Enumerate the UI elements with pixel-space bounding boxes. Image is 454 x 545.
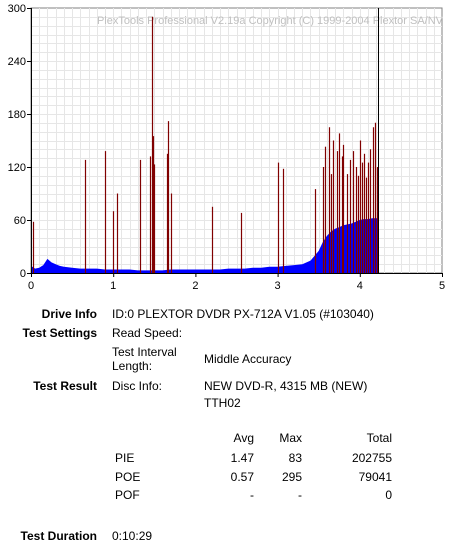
- drive-info-value: ID:0 PLEXTOR DVDR PX-712A V1.05 (#103040…: [112, 307, 374, 321]
- plot-area: [30, 7, 443, 274]
- row-poe-avg: 0.57: [230, 470, 254, 484]
- chart-watermark: PlexTools Professional V2.19a Copyright …: [97, 15, 444, 27]
- x-tick-label: 3: [275, 280, 281, 292]
- test-interval-label-line1: Test Interval: [112, 345, 177, 359]
- col-header-total: Total: [366, 431, 392, 445]
- test-interval-label-line2: Length:: [112, 359, 153, 373]
- test-duration-value: 0:10:29: [112, 529, 153, 543]
- row-pof-avg: -: [250, 488, 254, 502]
- col-header-avg: Avg: [233, 431, 254, 445]
- chart: PlexTools Professional V2.19a Copyright …: [8, 3, 445, 292]
- disc-info-label: Disc Info:: [112, 379, 163, 393]
- test-interval-value: Middle Accuracy: [204, 352, 292, 366]
- y-tick-label: 240: [8, 56, 26, 68]
- row-name-pof: POF: [115, 488, 140, 502]
- y-tick-label: 180: [8, 109, 26, 121]
- row-poe-total: 79041: [358, 470, 392, 484]
- disc-info-value: NEW DVD-R, 4315 MB (NEW): [204, 379, 368, 393]
- x-tick-label: 0: [28, 280, 34, 292]
- chart-axes: 0 60 120 180 240 300 0 1 2 3 4 5: [8, 3, 445, 292]
- x-tick-label: 5: [439, 280, 445, 292]
- row-pie-avg: 1.47: [230, 451, 254, 465]
- drive-info-label: Drive Info: [41, 307, 97, 321]
- x-tick-label: 4: [357, 280, 363, 292]
- x-tick-label: 1: [110, 280, 116, 292]
- y-tick-label: 60: [14, 215, 26, 227]
- row-pie-total: 202755: [351, 451, 392, 465]
- row-pie-max: 83: [288, 451, 302, 465]
- chart-series: [31, 16, 379, 273]
- row-name-poe: POE: [115, 470, 141, 484]
- y-tick-label: 0: [20, 268, 26, 280]
- disc-info-code: TTH02: [204, 396, 241, 410]
- test-settings-label: Test Settings: [22, 326, 97, 340]
- row-name-pie: PIE: [115, 451, 135, 465]
- read-speed-label: Read Speed:: [112, 326, 183, 340]
- x-tick-label: 2: [192, 280, 198, 292]
- y-tick-label: 120: [8, 162, 26, 174]
- test-duration-label: Test Duration: [20, 529, 97, 543]
- row-pof-max: -: [298, 488, 302, 502]
- y-tick-label: 300: [8, 3, 26, 15]
- row-poe-max: 295: [281, 470, 302, 484]
- chart-grid: [30, 7, 443, 274]
- col-header-max: Max: [279, 431, 302, 445]
- row-pof-total: 0: [385, 488, 392, 502]
- test-result-label: Test Result: [33, 379, 97, 393]
